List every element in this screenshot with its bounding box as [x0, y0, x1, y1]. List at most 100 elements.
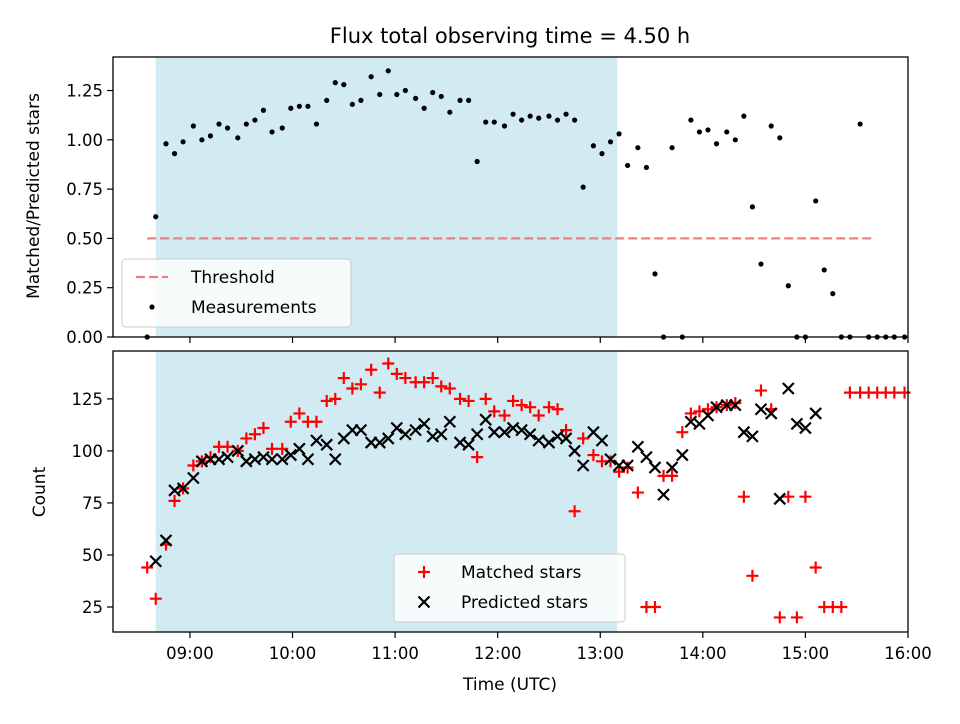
- predicted-star-point: [764, 407, 778, 420]
- matched-star-point: [542, 401, 555, 414]
- y-tick-label: 0.25: [66, 279, 103, 298]
- measurement-point: [199, 137, 205, 143]
- predicted-star-point: [328, 452, 342, 466]
- y-tick-label: 100: [72, 442, 104, 461]
- axes-frame: [112, 56, 909, 338]
- matched-star-point: [843, 386, 856, 399]
- measurement-point: [741, 113, 747, 119]
- matched-star-point: [613, 465, 626, 478]
- measurement-point: [296, 103, 302, 109]
- x-tick-label: 09:00: [166, 644, 214, 663]
- y-tick-label: 75: [82, 494, 103, 513]
- measurement-point: [243, 121, 249, 127]
- legend-label: Threshold: [190, 268, 275, 288]
- measurement-point: [813, 198, 819, 204]
- measurement-point: [153, 214, 159, 220]
- measurement-point: [635, 145, 641, 151]
- measurement-point: [349, 101, 355, 107]
- matched-star-point: [462, 394, 475, 407]
- matched-star-point: [276, 442, 289, 455]
- measurement-point: [224, 125, 231, 131]
- predicted-star-point: [293, 442, 306, 456]
- predicted-star-point: [773, 492, 787, 506]
- measurement-point: [324, 97, 330, 103]
- predicted-star-point: [275, 452, 289, 466]
- predicted-star-point: [576, 459, 590, 472]
- x-tick-label: 16:00: [884, 644, 932, 663]
- predicted-star-point: [648, 461, 662, 474]
- measurement-point: [643, 164, 650, 171]
- matched-star-point: [577, 432, 590, 445]
- predicted-star-point: [621, 459, 634, 472]
- measurement-point: [563, 111, 569, 117]
- measurement-point: [554, 117, 561, 123]
- bottom-x-axis-label: Time (UTC): [462, 675, 557, 695]
- x-tick-label: 12:00: [474, 644, 522, 663]
- predicted-star-point: [559, 432, 573, 445]
- predicted-star-point: [479, 413, 492, 426]
- matched-star-point: [666, 469, 679, 482]
- predicted-star-point: [149, 554, 163, 568]
- legend-box: [393, 553, 626, 623]
- matched-star-point: [621, 461, 634, 474]
- measurement-point: [341, 82, 347, 88]
- predicted-star-point: [676, 448, 689, 462]
- matched-star-point: [284, 415, 297, 428]
- axes-frame: [112, 350, 909, 633]
- predicted-star-point: [640, 450, 653, 464]
- predicted-star-point: [265, 452, 279, 466]
- matched-star-point: [684, 407, 697, 420]
- measurement-point: [777, 135, 783, 141]
- predicted-star-point: [657, 488, 670, 501]
- measurement-point: [491, 119, 497, 125]
- measurement-point: [483, 119, 489, 125]
- measurement-point: [332, 80, 338, 86]
- measurement-point: [260, 107, 267, 113]
- matched-star-point: [587, 449, 600, 462]
- measurement-point: [269, 129, 275, 135]
- matched-star-point: [507, 394, 520, 407]
- matched-star-point: [426, 372, 439, 385]
- measurement-point: [474, 158, 480, 165]
- predicted-star-point: [631, 440, 645, 454]
- measurement-point: [279, 125, 285, 131]
- matched-star-point: [835, 601, 848, 614]
- matched-star-point: [524, 401, 537, 414]
- matched-star-point: [568, 505, 581, 518]
- matched-star-point: [532, 409, 545, 422]
- matched-star-point: [515, 399, 528, 412]
- matched-star-point: [701, 403, 714, 416]
- y-tick-label: 0.00: [66, 328, 103, 347]
- x-tick-label: 10:00: [269, 644, 317, 663]
- predicted-star-point: [159, 534, 173, 547]
- measurement-point: [590, 143, 597, 149]
- matched-star-point: [149, 592, 162, 605]
- matched-star-point: [266, 442, 278, 455]
- measurement-point: [616, 131, 622, 137]
- measurement-point: [572, 117, 578, 123]
- top-chart-title: Flux total observing time = 4.50 h: [330, 24, 690, 48]
- bottom-y-axis-label: Count: [30, 466, 50, 517]
- y-tick-label: 25: [82, 598, 103, 617]
- measurement-point: [190, 123, 196, 129]
- matched-star-point: [310, 415, 323, 428]
- measurement-point: [252, 117, 258, 123]
- measurement-point: [857, 121, 863, 127]
- matched-star-point: [454, 392, 467, 405]
- legend-marker: [149, 304, 155, 310]
- y-tick-label: 50: [82, 546, 103, 565]
- legend-box: [121, 258, 352, 328]
- x-tick-label: 14:00: [679, 644, 727, 663]
- matched-star-point: [471, 451, 484, 464]
- measurement-point: [180, 139, 186, 145]
- predicted-star-point: [754, 403, 768, 416]
- matched-star-point: [479, 392, 492, 405]
- predicted-star-point: [434, 427, 448, 441]
- legend-marker: [418, 566, 430, 578]
- measurement-point: [510, 111, 516, 117]
- measurement-point: [402, 87, 408, 94]
- y-tick-label: 0.75: [66, 180, 103, 199]
- x-tick-label: 11:00: [371, 644, 419, 663]
- matched-star-point: [754, 384, 767, 397]
- matched-star-point: [346, 382, 359, 395]
